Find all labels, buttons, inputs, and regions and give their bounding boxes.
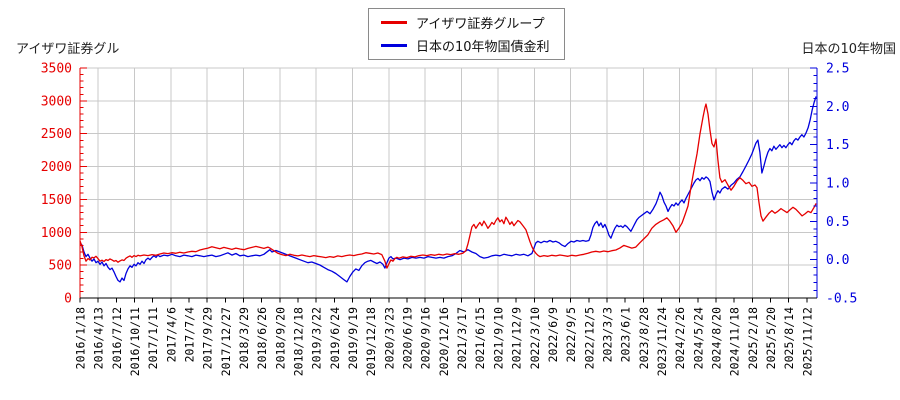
- right-axis: [810, 67, 818, 299]
- svg-text:500: 500: [49, 259, 72, 274]
- series-line-jgb10y: [79, 96, 817, 283]
- svg-text:2022/9/5: 2022/9/5: [564, 307, 578, 362]
- svg-text:2025/2/18: 2025/2/18: [746, 307, 760, 369]
- svg-text:2016/7/12: 2016/7/12: [110, 307, 124, 369]
- svg-text:2019/12/18: 2019/12/18: [364, 307, 378, 376]
- legend-item-aizawa: アイザワ証券グループ: [381, 12, 550, 33]
- series-line-aizawa: [79, 103, 817, 269]
- svg-text:2025/5/20: 2025/5/20: [764, 307, 778, 369]
- svg-text:-0.5: -0.5: [826, 292, 857, 307]
- svg-text:2018/9/20: 2018/9/20: [273, 307, 287, 369]
- svg-text:2017/9/29: 2017/9/29: [201, 307, 215, 369]
- svg-text:2019/6/24: 2019/6/24: [328, 307, 342, 369]
- svg-text:2.5: 2.5: [826, 62, 849, 77]
- gridlines: [80, 67, 817, 298]
- svg-text:2024/5/24: 2024/5/24: [691, 307, 705, 369]
- legend-label-jgb10y: 日本の10年物国債金利: [416, 40, 550, 55]
- svg-text:2024/11/18: 2024/11/18: [728, 307, 742, 376]
- svg-text:0: 0: [64, 292, 72, 307]
- svg-text:0.5: 0.5: [826, 215, 849, 230]
- svg-text:2019/9/19: 2019/9/19: [346, 307, 360, 369]
- left-axis: [79, 67, 87, 299]
- svg-text:2022/12/5: 2022/12/5: [582, 307, 596, 369]
- svg-text:2025/11/12: 2025/11/12: [800, 307, 814, 376]
- left-axis-title: アイザワ証券グル: [16, 42, 120, 57]
- svg-text:2021/12/9: 2021/12/9: [510, 307, 524, 369]
- svg-text:2023/6/1: 2023/6/1: [619, 307, 633, 362]
- svg-text:2016/4/13: 2016/4/13: [92, 307, 106, 369]
- svg-text:2018/3/29: 2018/3/29: [237, 307, 251, 369]
- right-axis-title: 日本の10年物国: [801, 42, 896, 57]
- legend-swatch-blue-line: [381, 44, 407, 47]
- svg-text:2017/7/4: 2017/7/4: [183, 307, 197, 362]
- svg-text:0.0: 0.0: [826, 253, 849, 268]
- legend-label-aizawa: アイザワ証券グループ: [416, 17, 545, 32]
- svg-text:2019/3/22: 2019/3/22: [310, 307, 324, 369]
- svg-text:2024/8/20: 2024/8/20: [709, 307, 723, 369]
- svg-text:1500: 1500: [41, 193, 72, 208]
- svg-text:2023/11/24: 2023/11/24: [655, 307, 669, 376]
- left-axis-labels: 3500 3000 2500 2000 1500 1000 500 0: [41, 62, 72, 307]
- svg-text:2023/8/28: 2023/8/28: [637, 307, 651, 369]
- svg-text:3000: 3000: [41, 94, 72, 109]
- svg-text:2021/3/17: 2021/3/17: [455, 307, 469, 369]
- svg-text:2023/3/3: 2023/3/3: [600, 307, 614, 362]
- svg-text:2017/12/27: 2017/12/27: [219, 307, 233, 376]
- x-axis: [79, 297, 817, 303]
- svg-text:2021/9/10: 2021/9/10: [491, 307, 505, 369]
- svg-text:2022/6/9: 2022/6/9: [546, 307, 560, 362]
- svg-text:1.5: 1.5: [826, 138, 849, 153]
- svg-text:2018/6/26: 2018/6/26: [255, 307, 269, 369]
- svg-text:3500: 3500: [41, 62, 72, 77]
- legend: アイザワ証券グループ 日本の10年物国債金利: [368, 8, 565, 60]
- svg-text:1000: 1000: [41, 226, 72, 241]
- svg-text:2025/8/14: 2025/8/14: [782, 307, 796, 369]
- svg-text:2017/1/11: 2017/1/11: [146, 307, 160, 369]
- svg-text:2020/12/16: 2020/12/16: [437, 307, 451, 376]
- svg-text:2020/6/19: 2020/6/19: [401, 307, 415, 369]
- svg-text:2017/4/6: 2017/4/6: [164, 307, 178, 362]
- svg-text:2020/3/23: 2020/3/23: [382, 307, 396, 369]
- svg-text:2018/12/18: 2018/12/18: [292, 307, 306, 376]
- svg-text:2000: 2000: [41, 160, 72, 175]
- svg-text:1.0: 1.0: [826, 177, 849, 192]
- svg-text:2022/3/10: 2022/3/10: [528, 307, 542, 369]
- svg-text:2024/2/26: 2024/2/26: [673, 307, 687, 369]
- legend-swatch-red-line: [381, 21, 407, 24]
- svg-text:2016/10/11: 2016/10/11: [128, 307, 142, 376]
- legend-item-jgb10y: 日本の10年物国債金利: [381, 35, 550, 56]
- svg-text:2020/9/16: 2020/9/16: [419, 307, 433, 369]
- svg-text:2016/1/18: 2016/1/18: [74, 307, 88, 369]
- x-axis-labels: 2016/1/18 2016/4/13 2016/7/12 2016/10/11 201…: [74, 307, 815, 376]
- svg-text:2500: 2500: [41, 127, 72, 142]
- svg-text:2.0: 2.0: [826, 100, 849, 115]
- svg-text:2021/6/15: 2021/6/15: [473, 307, 487, 369]
- right-axis-labels: 2.5 2.0 1.5 1.0 0.5 0.0 -0.5: [826, 62, 857, 307]
